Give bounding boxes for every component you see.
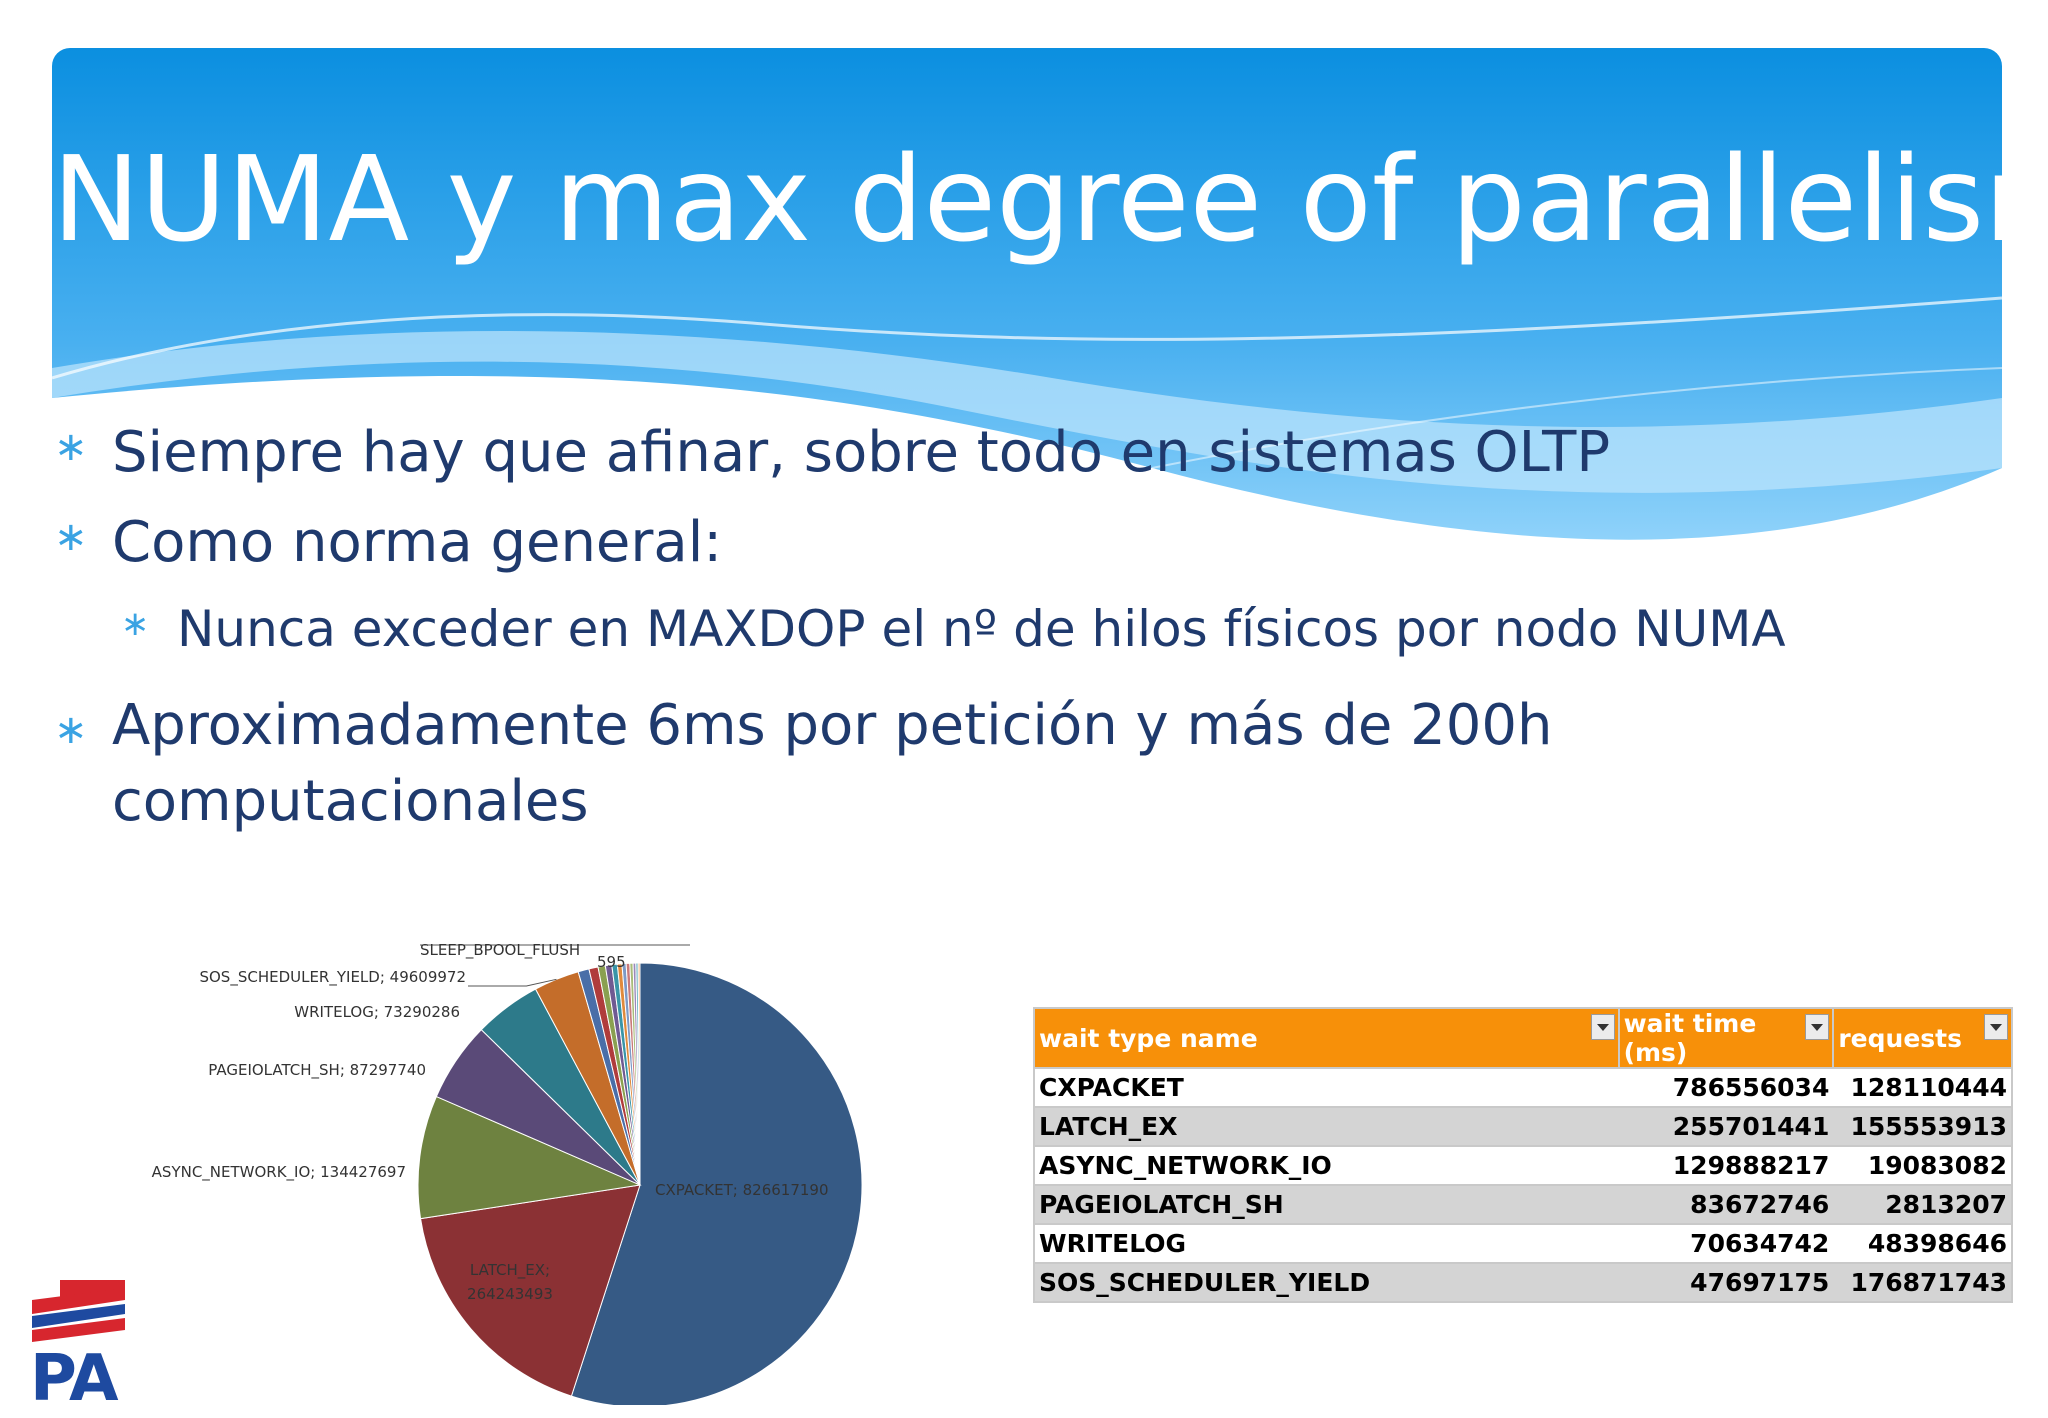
column-header-label: wait type name (1039, 1023, 1258, 1053)
cell-requests[interactable]: 2813207 (1833, 1184, 2013, 1225)
slide-title: NUMA y max degree of parallelism (52, 130, 2048, 268)
pie-label: 264243493 (467, 1285, 553, 1303)
bullet-text: Como norma general: (112, 510, 723, 575)
cell-wait-time[interactable]: 786556034 (1618, 1067, 1834, 1108)
cell-wait-type[interactable]: SOS_SCHEDULER_YIELD (1033, 1262, 1619, 1303)
pie-slice-async-network-io (417, 1095, 642, 1220)
bullet-item: ∗ Siempre hay que afinar, sobre todo en … (54, 420, 1611, 485)
table-row[interactable]: SOS_SCHEDULER_YIELD 47697175 176871743 (1033, 1262, 2013, 1303)
pie-label: SOS_SCHEDULER_YIELD; 49609972 (199, 968, 466, 987)
cell-wait-time[interactable]: 70634742 (1618, 1223, 1834, 1264)
cell-wait-time[interactable]: 129888217 (1618, 1145, 1834, 1186)
pie-slices (417, 962, 863, 1405)
sub-bullet-item: ∗ Nunca exceder en MAXDOP el nº de hilos… (121, 600, 1786, 658)
pie-slice-cxpacket (570, 962, 863, 1405)
table-header-row: wait type name wait time (ms) requests (1033, 1007, 2013, 1069)
bullet-text: Siempre hay que afinar, sobre todo en si… (112, 420, 1611, 485)
bullet-asterisk-icon: ∗ (54, 424, 88, 470)
cell-wait-time[interactable]: 255701441 (1618, 1106, 1834, 1147)
bullet-asterisk-icon: ∗ (54, 707, 88, 753)
cell-requests[interactable]: 176871743 (1833, 1262, 2013, 1303)
bullet-text: Nunca exceder en MAXDOP el nº de hilos f… (177, 600, 1786, 658)
cell-requests[interactable]: 19083082 (1833, 1145, 2013, 1186)
bullet-text: Aproximadamente 6ms por petición y más d… (112, 693, 1553, 834)
wait-types-pie-chart: CXPACKET; 826617190 LATCH_EX; 264243493 ASY… (152, 941, 863, 1405)
bullet-asterisk-icon: ∗ (54, 514, 88, 560)
column-header: wait time (ms) (1617, 1007, 1835, 1069)
table-row[interactable]: CXPACKET 786556034 128110444 (1033, 1067, 2013, 1108)
bullet-item: ∗ Como norma general: (54, 510, 723, 575)
pie-label: CXPACKET; 826617190 (655, 1181, 829, 1199)
filter-dropdown-icon[interactable] (1805, 1014, 1830, 1040)
cell-wait-time[interactable]: 47697175 (1618, 1262, 1834, 1303)
header-wave-graphic (52, 48, 2002, 540)
cell-wait-type[interactable]: CXPACKET (1033, 1067, 1619, 1108)
pie-label-overlapping: SLEEP_BPOOL_FLUSH (420, 941, 580, 960)
cell-wait-type[interactable]: ASYNC_NETWORK_IO (1033, 1145, 1619, 1186)
pie-leader-lines (420, 944, 690, 987)
cell-wait-type[interactable]: WRITELOG (1033, 1223, 1619, 1264)
logo-stripes-graphic (32, 1280, 125, 1342)
pie-slice (637, 962, 641, 1186)
company-logo: PA (30, 1280, 130, 1416)
header-banner (52, 48, 2002, 548)
pie-label: PAGEIOLATCH_SH; 87297740 (208, 1061, 426, 1080)
cell-requests[interactable]: 155553913 (1833, 1106, 2013, 1147)
pie-slice-latch-ex (419, 1184, 641, 1397)
filter-dropdown-icon[interactable] (1984, 1014, 2008, 1040)
logo-text: PA (30, 1342, 119, 1416)
table-row[interactable]: LATCH_EX 255701441 155553913 (1033, 1106, 2013, 1147)
pie-label: ASYNC_NETWORK_IO; 134427697 (152, 1163, 406, 1182)
bullet-item: ∗ Aproximadamente 6ms por petición y más… (54, 688, 1612, 840)
column-header: wait type name (1033, 1007, 1620, 1069)
table-row[interactable]: PAGEIOLATCH_SH 83672746 2813207 (1033, 1184, 2013, 1225)
column-header-label: requests (1838, 1023, 1962, 1053)
table-row[interactable]: WRITELOG 70634742 48398646 (1033, 1223, 2013, 1264)
filter-dropdown-icon[interactable] (1590, 1014, 1615, 1040)
cell-requests[interactable]: 128110444 (1833, 1067, 2013, 1108)
cell-wait-time[interactable]: 83672746 (1618, 1184, 1834, 1225)
pie-labels: CXPACKET; 826617190 LATCH_EX; 264243493 ASY… (152, 941, 829, 1303)
wait-stats-table: wait type name wait time (ms) requests C (1033, 1007, 2013, 1303)
table-row[interactable]: ASYNC_NETWORK_IO 129888217 19083082 (1033, 1145, 2013, 1186)
pie-label: WRITELOG; 73290286 (294, 1003, 460, 1021)
column-header-label: wait time (ms) (1623, 1009, 1757, 1067)
cell-wait-type[interactable]: LATCH_EX (1033, 1106, 1619, 1147)
cell-requests[interactable]: 48398646 (1833, 1223, 2013, 1264)
pie-label-overlapping: 595 (597, 953, 626, 971)
cell-wait-type[interactable]: PAGEIOLATCH_SH (1033, 1184, 1619, 1225)
column-header: requests (1832, 1007, 2013, 1069)
bullet-asterisk-icon: ∗ (121, 604, 150, 644)
wait-stats-table-container: wait type name wait time (ms) requests C (1033, 1007, 2013, 1303)
pie-label: LATCH_EX; (470, 1261, 550, 1280)
pie-leader-line (468, 978, 557, 987)
